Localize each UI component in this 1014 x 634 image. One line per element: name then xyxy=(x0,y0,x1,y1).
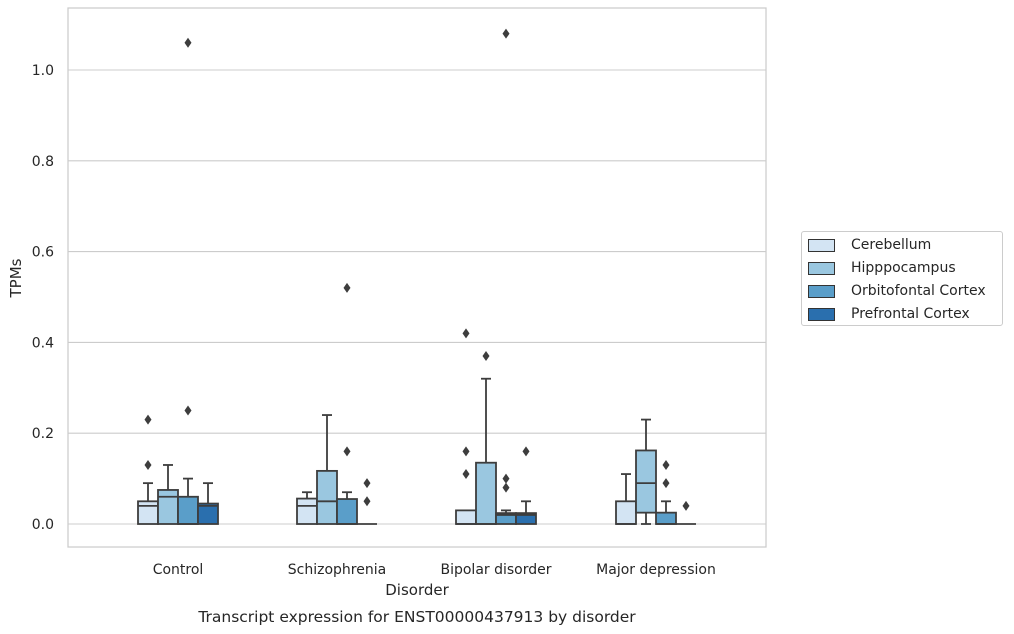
y-axis-label: TPMs xyxy=(7,258,25,298)
outlier-point xyxy=(363,478,371,489)
legend-item-orbitofrontal-cortex[interactable]: Orbitofontal Cortex xyxy=(808,281,986,301)
x-tick-label: Control xyxy=(153,562,204,578)
outlier-point xyxy=(502,28,510,39)
box-cerebellum-bipolar-disorder xyxy=(455,328,477,525)
legend-label-cerebellum: Cerebellum xyxy=(851,237,932,253)
legend-item-cerebellum[interactable]: Cerebellum xyxy=(808,235,931,255)
box-body xyxy=(177,495,199,525)
outlier-point xyxy=(682,500,690,511)
outlier-point xyxy=(144,414,152,425)
x-tick-label: Major depression xyxy=(596,562,716,578)
box-prefrontal-cortex-control xyxy=(197,482,219,525)
outlier-point xyxy=(502,482,510,493)
y-tick-label: 1.0 xyxy=(32,63,54,79)
box-prefrontal-cortex-schizophrenia xyxy=(357,478,377,525)
box-body xyxy=(615,500,637,525)
outlier-point xyxy=(462,469,470,480)
box-cerebellum-schizophrenia xyxy=(296,491,318,525)
box-prefrontal-cortex-major-depression xyxy=(676,500,696,525)
legend: Cerebellum Hipppocampus Orbitofontal Cor… xyxy=(801,231,1003,326)
outlier-point xyxy=(184,405,192,416)
y-tick-label: 0.8 xyxy=(32,154,54,170)
outlier-point xyxy=(462,328,470,339)
legend-label-hippocampus: Hipppocampus xyxy=(851,260,956,276)
box-cerebellum-major-depression xyxy=(615,473,637,525)
box-body xyxy=(475,461,497,525)
outlier-point xyxy=(462,446,470,457)
legend-swatch-orbitofrontal-cortex xyxy=(808,284,835,298)
x-tick-labels: Control Schizophrenia Bipolar disorder Majo… xyxy=(153,562,716,578)
box-series xyxy=(137,28,696,525)
y-tick-labels: 0.0 0.2 0.4 0.6 0.8 1.0 xyxy=(32,63,54,533)
legend-item-prefrontal-cortex[interactable]: Prefrontal Cortex xyxy=(808,304,970,324)
box-body xyxy=(197,502,219,525)
box-cerebellum-control xyxy=(137,414,159,525)
legend-label-orbitofrontal-cortex: Orbitofontal Cortex xyxy=(851,283,986,299)
box-orbitofontal-cortex-bipolar-disorder xyxy=(495,28,517,525)
y-tick-label: 0.0 xyxy=(32,517,54,533)
legend-swatch-hippocampus xyxy=(808,261,835,275)
box-body xyxy=(455,509,477,525)
box-body xyxy=(316,469,338,525)
box-orbitofontal-cortex-control xyxy=(177,37,199,525)
legend-item-hippocampus[interactable]: Hipppocampus xyxy=(808,258,956,278)
x-tick-label: Bipolar disorder xyxy=(440,562,551,578)
plot-area-frame xyxy=(67,7,767,548)
outlier-point xyxy=(482,351,490,362)
y-tick-label: 0.2 xyxy=(32,426,54,442)
box-orbitofontal-cortex-major-depression xyxy=(655,459,677,525)
box-body xyxy=(157,489,179,525)
outlier-point xyxy=(502,473,510,484)
box-body xyxy=(336,498,358,525)
outlier-point xyxy=(343,282,351,293)
box-body xyxy=(635,449,657,514)
outlier-point xyxy=(343,446,351,457)
box-hipppocampus-major-depression xyxy=(635,418,657,525)
y-tick-label: 0.6 xyxy=(32,245,54,261)
box-body xyxy=(515,512,537,525)
box-body xyxy=(655,511,677,525)
box-prefrontal-cortex-bipolar-disorder xyxy=(515,446,537,525)
x-axis-label: Disorder xyxy=(385,581,449,599)
outlier-point xyxy=(363,496,371,507)
outlier-point xyxy=(662,478,670,489)
legend-swatch-prefrontal-cortex xyxy=(808,307,835,321)
y-tick-label: 0.4 xyxy=(32,335,54,351)
box-hipppocampus-schizophrenia xyxy=(316,414,338,525)
box-hipppocampus-bipolar-disorder xyxy=(475,351,497,525)
outlier-point xyxy=(144,459,152,470)
outlier-point xyxy=(184,37,192,48)
legend-swatch-cerebellum xyxy=(808,238,835,252)
x-tick-label: Schizophrenia xyxy=(288,562,386,578)
outlier-point xyxy=(662,459,670,470)
box-body xyxy=(296,497,318,525)
box-body xyxy=(137,500,159,525)
legend-label-prefrontal-cortex: Prefrontal Cortex xyxy=(851,306,970,322)
chart-title: Transcript expression for ENST0000043791… xyxy=(197,608,636,626)
box-hipppocampus-control xyxy=(157,464,179,525)
box-orbitofontal-cortex-schizophrenia xyxy=(336,282,358,525)
gridlines xyxy=(68,69,766,525)
outlier-point xyxy=(522,446,530,457)
